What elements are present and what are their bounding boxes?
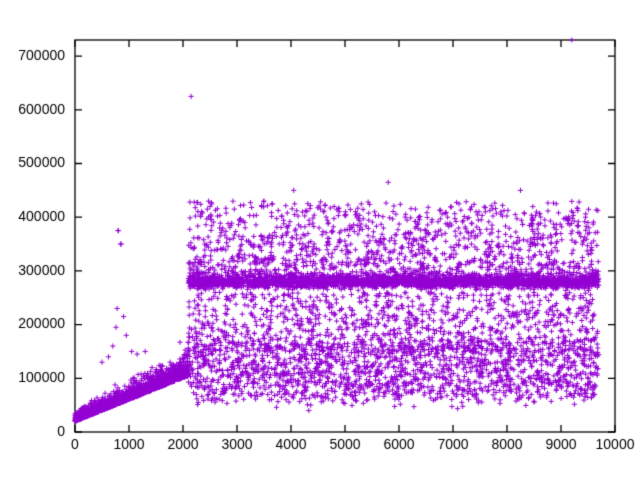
scatter-plot-canvas[interactable]	[0, 0, 640, 480]
chart-container: maxDeleteUsecs vs Time for l.i1 maxDelet…	[0, 0, 640, 480]
